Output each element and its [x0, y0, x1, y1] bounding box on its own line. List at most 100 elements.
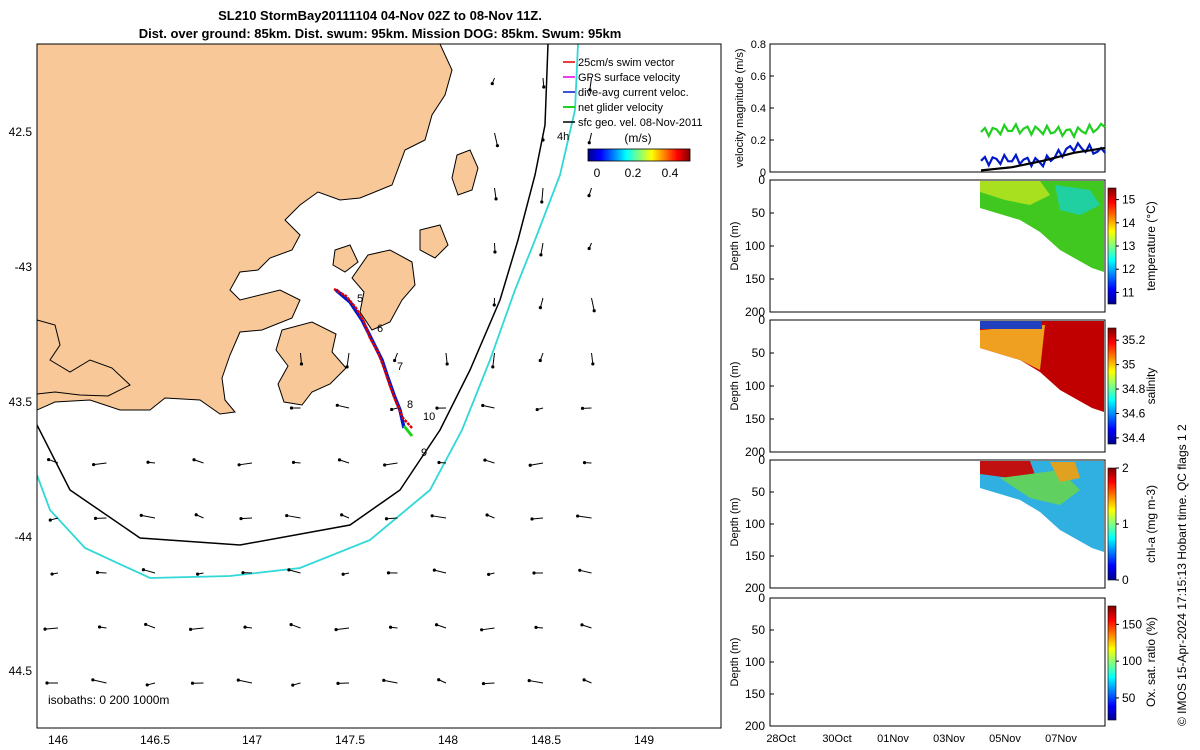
current-arrow — [239, 462, 253, 466]
legend-dive-avg: dive-avg current veloc. — [578, 87, 689, 99]
current-arrow — [290, 624, 301, 629]
map-x-tick: 147.5 — [335, 733, 365, 747]
current-arrow-head — [430, 514, 434, 518]
current-arrow — [588, 132, 592, 143]
current-arrow-head — [299, 362, 304, 366]
time-tick-07nov: 07Nov — [1045, 733, 1077, 745]
current-vector-field — [43, 77, 596, 687]
colorbar-tick: 34.4 — [1122, 431, 1146, 445]
time-label-6: 6 — [377, 323, 383, 335]
depth-tick: 150 — [745, 412, 765, 426]
legend-swim-vector: 25cm/s swim vector — [578, 57, 675, 69]
current-arrow — [145, 623, 156, 629]
current-arrow-head — [493, 250, 497, 254]
current-arrow-head — [382, 678, 386, 682]
colorbar-tick: 13 — [1122, 239, 1136, 253]
current-arrow — [577, 515, 592, 519]
current-arrow-head — [445, 362, 449, 366]
current-arrow — [539, 297, 544, 308]
time-tick-30oct: 30Oct — [822, 733, 851, 745]
colorbar-tick: 100 — [1122, 654, 1142, 668]
map-x-tick: 147 — [242, 733, 262, 747]
depth-tick: 200 — [745, 581, 765, 595]
current-arrow-head — [340, 513, 344, 517]
current-arrow-head — [437, 678, 441, 682]
land-mainland — [37, 44, 453, 415]
map-colorbar-tick: 0.2 — [625, 166, 642, 180]
depth-tick: 150 — [745, 687, 765, 701]
current-arrow — [346, 352, 350, 367]
oxygen-colorbar — [1107, 605, 1117, 721]
current-arrow-head — [541, 138, 545, 142]
chla-high-patch — [1050, 462, 1080, 482]
temperature-warm-surface — [980, 181, 1050, 205]
current-arrow — [483, 682, 495, 685]
current-arrow — [484, 459, 495, 464]
chla-colorbar — [1107, 467, 1117, 581]
current-arrow — [238, 679, 253, 684]
colorbar-tick: 35 — [1122, 358, 1136, 372]
colorbar-tick: 1 — [1122, 517, 1129, 531]
current-arrow-head — [535, 407, 539, 412]
current-arrow-head — [97, 625, 102, 629]
current-arrow-head — [334, 627, 338, 632]
current-arrow-head — [47, 457, 51, 462]
current-arrow-head — [341, 572, 345, 576]
current-arrow — [384, 462, 398, 466]
current-arrow-head — [144, 622, 148, 627]
current-arrow-head — [91, 462, 96, 467]
colorbar-tick: 35.2 — [1122, 333, 1146, 347]
map-y-tick: 43.5 — [9, 395, 33, 409]
time-tick-05nov: 05Nov — [989, 733, 1021, 745]
figure-title-line1: SL210 StormBay20111104 04-Nov 02Z to 08-… — [218, 8, 542, 23]
current-arrow-head — [196, 572, 200, 576]
current-arrow — [386, 517, 398, 520]
current-arrow-head — [582, 678, 586, 682]
current-arrow — [240, 517, 253, 520]
velocity-series-line — [980, 122, 1106, 140]
map-panel: 4h 5 6 7 8 10 9 — [37, 44, 721, 728]
salinity-colorbar — [1107, 327, 1117, 445]
oxygen-depth-label: Depth (m) — [729, 638, 741, 687]
current-arrow — [48, 459, 59, 464]
oxygen-colorbar-label: Ox. sat. ratio (%) — [1144, 617, 1158, 707]
current-arrow — [143, 569, 156, 574]
current-arrow — [45, 627, 59, 630]
current-arrow — [93, 462, 107, 466]
velocity-series-line — [980, 146, 1106, 172]
current-arrow-head — [335, 403, 339, 407]
colorbar-tick: 150 — [1122, 617, 1142, 631]
current-arrow-head — [289, 406, 294, 410]
depth-tick: 200 — [745, 719, 765, 733]
isobath-1000m — [37, 44, 579, 579]
land-forestier — [351, 249, 416, 331]
current-arrow-head — [480, 628, 484, 632]
current-arrow — [193, 459, 204, 464]
current-arrow-head — [192, 458, 196, 462]
temperature-colorbar-label: temperature (°C) — [1144, 201, 1158, 291]
current-arrow — [581, 624, 592, 629]
map-frame — [36, 43, 722, 729]
current-arrow-head — [188, 627, 193, 631]
current-arrow-head — [91, 678, 95, 682]
colorbar-tick: 34.6 — [1122, 406, 1146, 420]
map-x-tick: 149 — [634, 733, 654, 747]
current-arrow-head — [190, 681, 195, 685]
current-arrow-head — [43, 627, 47, 631]
depth-tick: 150 — [745, 549, 765, 563]
dive-avg-current-track — [334, 288, 406, 429]
depth-tick: 0 — [758, 453, 765, 467]
velocity-y-tick: 0 — [760, 167, 766, 179]
current-arrow-head — [495, 144, 500, 148]
legend-net-glider: net glider velocity — [578, 102, 663, 114]
current-arrow-head — [530, 517, 534, 521]
colorbar-tick: 34.8 — [1122, 382, 1146, 396]
depth-tick: 100 — [745, 239, 765, 253]
depth-tick: 50 — [752, 623, 766, 637]
current-arrow-head — [527, 678, 531, 683]
current-arrow-head — [538, 358, 542, 363]
current-arrow-head — [432, 568, 436, 572]
land-island-small1 — [419, 224, 449, 259]
current-arrow — [579, 569, 592, 574]
current-arrow-head — [48, 518, 52, 522]
